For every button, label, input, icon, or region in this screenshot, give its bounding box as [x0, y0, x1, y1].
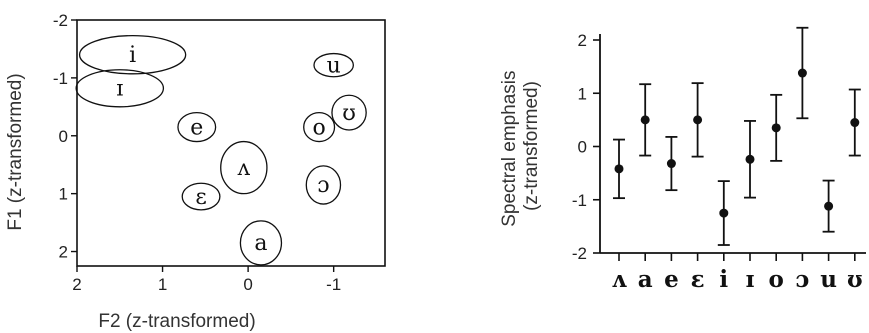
vowel-label: ɪ	[116, 77, 123, 102]
x-category-label: i	[719, 266, 728, 293]
vowel-space-panel: -2 -1 0 1 2 2 1 0 -1 iɪ e ɛ ʌ a u oʊ ɔ F2 (z-transform…	[5, 11, 386, 332]
vowel-ellipse	[75, 69, 165, 108]
vowel-ellipse	[177, 111, 217, 143]
vowel-label: ʌ	[237, 156, 251, 181]
vowel-ellipse	[181, 182, 221, 211]
vowel-label: i	[129, 43, 136, 68]
spectral-emphasis-y-axis-label: Spectral emphasis (z-transformed)	[499, 65, 542, 227]
vowel-label: e	[190, 115, 203, 140]
vowel-ellipse	[313, 52, 354, 78]
x-tick-label: 1	[158, 275, 167, 294]
x-category-label: ɪ	[746, 266, 755, 293]
vowel-ellipse	[331, 94, 367, 131]
mean-point	[850, 118, 860, 128]
vowel-ellipse	[239, 220, 283, 266]
spectral-emphasis-marks	[613, 26, 861, 246]
spectral-emphasis-y-ticks: -2 -1 0 1 2	[572, 31, 600, 263]
x-category-label: ʌ	[612, 266, 628, 293]
vowel-ellipse	[303, 111, 336, 143]
x-category-label: a	[638, 266, 653, 293]
x-tick-label: 2	[72, 275, 81, 294]
vowel-space-plot-frame	[76, 19, 386, 267]
mean-point	[614, 164, 624, 174]
y-tick-label: 1	[59, 185, 68, 204]
y-tick-label: 0	[578, 138, 587, 157]
vowel-space-y-axis-label: F1 (z-transformed)	[5, 73, 26, 230]
mean-point	[640, 115, 650, 125]
x-category-label: e	[664, 266, 679, 293]
vowel-space-marks: iɪ e ɛ ʌ a u oʊ ɔ	[75, 34, 367, 266]
x-category-label: ʊ	[847, 266, 863, 293]
vowel-label: ɔ	[317, 173, 329, 198]
mean-point	[771, 123, 781, 133]
vowel-label: a	[254, 231, 267, 256]
x-category-label: ɛ	[691, 266, 705, 293]
y-tick-label: -1	[572, 191, 587, 210]
y-tick-label: 0	[59, 127, 68, 146]
y-tick-label: 1	[578, 84, 587, 103]
vowel-label: ʊ	[342, 101, 356, 126]
mean-point	[797, 68, 807, 78]
y-tick-label: 2	[59, 243, 68, 262]
vowel-label: u	[327, 53, 341, 78]
y-tick-label: -2	[53, 11, 68, 30]
x-tick-label: -1	[326, 275, 341, 294]
vowel-label: ɛ	[195, 185, 206, 210]
y-tick-label: 2	[578, 31, 587, 50]
y-tick-label: -1	[53, 69, 68, 88]
vowel-ellipse	[305, 165, 342, 205]
x-category-label: o	[769, 266, 784, 293]
mean-point	[745, 154, 755, 164]
vowel-space-x-ticks: 2 1 0 -1	[72, 266, 341, 294]
mean-point	[719, 208, 729, 218]
vowel-label: o	[312, 115, 325, 140]
vowel-ellipse	[220, 140, 268, 195]
x-category-label: ɔ	[795, 266, 809, 293]
y-tick-label: -2	[572, 244, 587, 263]
vowel-space-y-ticks: -2 -1 0 1 2	[53, 11, 77, 262]
vowel-space-x-axis-label: F2 (z-transformed)	[98, 311, 255, 332]
x-tick-label: 0	[243, 275, 252, 294]
x-category-label: u	[820, 266, 837, 293]
spectral-emphasis-y-axis-label-line-1: Spectral emphasis	[499, 70, 520, 226]
mean-point	[693, 115, 703, 125]
mean-point	[666, 159, 676, 169]
mean-point	[824, 201, 834, 211]
vowel-ellipse	[78, 34, 187, 75]
spectral-emphasis-y-axis-label-line-2: (z-transformed)	[521, 81, 542, 211]
